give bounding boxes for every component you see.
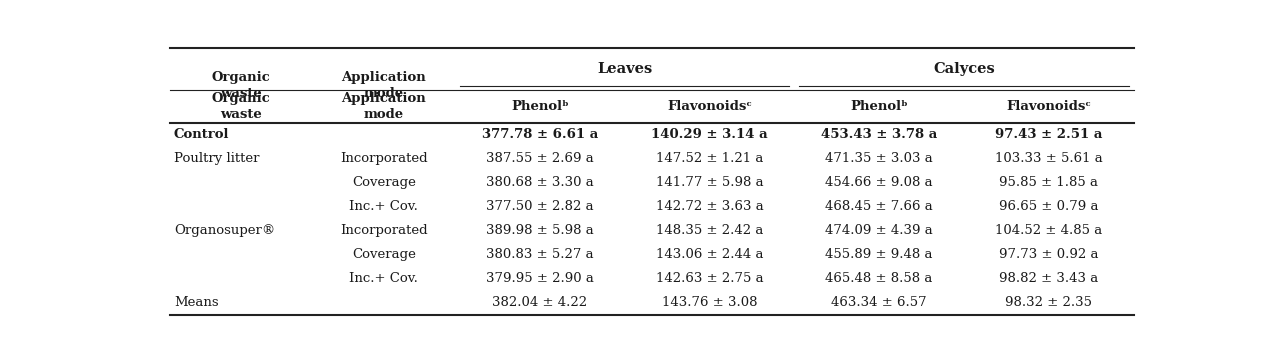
Text: 377.78 ± 6.61 a: 377.78 ± 6.61 a (482, 129, 598, 141)
Text: 103.33 ± 5.61 a: 103.33 ± 5.61 a (994, 152, 1103, 166)
Text: Inc.+ Cov.: Inc.+ Cov. (349, 272, 419, 286)
Text: Flavonoidsᶜ: Flavonoidsᶜ (667, 100, 753, 113)
Text: 380.83 ± 5.27 a: 380.83 ± 5.27 a (486, 248, 593, 261)
Text: 453.43 ± 3.78 a: 453.43 ± 3.78 a (821, 129, 937, 141)
Text: Organic
waste: Organic waste (211, 92, 271, 121)
Text: Incorporated: Incorporated (340, 152, 428, 166)
Text: 382.04 ± 4.22: 382.04 ± 4.22 (492, 296, 587, 310)
Text: 97.73 ± 0.92 a: 97.73 ± 0.92 a (999, 248, 1098, 261)
Text: 141.77 ± 5.98 a: 141.77 ± 5.98 a (655, 176, 763, 190)
Text: Coverage: Coverage (352, 176, 416, 190)
Text: 143.76 ± 3.08: 143.76 ± 3.08 (662, 296, 758, 310)
Text: 454.66 ± 9.08 a: 454.66 ± 9.08 a (825, 176, 934, 190)
Text: Organosuper®: Organosuper® (173, 225, 275, 237)
Text: Calyces: Calyces (934, 62, 994, 76)
Text: 98.32 ± 2.35: 98.32 ± 2.35 (1006, 296, 1092, 310)
Text: Inc.+ Cov.: Inc.+ Cov. (349, 201, 419, 213)
Text: 465.48 ± 8.58 a: 465.48 ± 8.58 a (826, 272, 932, 286)
Text: 140.29 ± 3.14 a: 140.29 ± 3.14 a (651, 129, 768, 141)
Text: 104.52 ± 4.85 a: 104.52 ± 4.85 a (996, 225, 1102, 237)
Text: 389.98 ± 5.98 a: 389.98 ± 5.98 a (486, 225, 593, 237)
Text: 142.63 ± 2.75 a: 142.63 ± 2.75 a (655, 272, 763, 286)
Text: 455.89 ± 9.48 a: 455.89 ± 9.48 a (826, 248, 932, 261)
Text: 387.55 ± 2.69 a: 387.55 ± 2.69 a (486, 152, 593, 166)
Text: 379.95 ± 2.90 a: 379.95 ± 2.90 a (486, 272, 593, 286)
Text: 377.50 ± 2.82 a: 377.50 ± 2.82 a (486, 201, 593, 213)
Text: Leaves: Leaves (597, 62, 653, 76)
Text: 95.85 ± 1.85 a: 95.85 ± 1.85 a (999, 176, 1098, 190)
Text: Flavonoidsᶜ: Flavonoidsᶜ (1006, 100, 1092, 113)
Text: Application
mode: Application mode (342, 71, 426, 100)
Text: Phenolᵇ: Phenolᵇ (850, 100, 908, 113)
Text: Application
mode: Application mode (342, 92, 426, 121)
Text: 468.45 ± 7.66 a: 468.45 ± 7.66 a (825, 201, 934, 213)
Text: 142.72 ± 3.63 a: 142.72 ± 3.63 a (655, 201, 764, 213)
Text: Control: Control (173, 129, 229, 141)
Text: 147.52 ± 1.21 a: 147.52 ± 1.21 a (655, 152, 763, 166)
Text: Coverage: Coverage (352, 248, 416, 261)
Text: 143.06 ± 2.44 a: 143.06 ± 2.44 a (655, 248, 763, 261)
Text: 471.35 ± 3.03 a: 471.35 ± 3.03 a (825, 152, 934, 166)
Text: 148.35 ± 2.42 a: 148.35 ± 2.42 a (655, 225, 763, 237)
Text: 474.09 ± 4.39 a: 474.09 ± 4.39 a (825, 225, 934, 237)
Text: 98.82 ± 3.43 a: 98.82 ± 3.43 a (999, 272, 1098, 286)
Text: Phenolᵇ: Phenolᵇ (511, 100, 569, 113)
Text: 463.34 ± 6.57: 463.34 ± 6.57 (831, 296, 927, 310)
Text: Poultry litter: Poultry litter (173, 152, 259, 166)
Text: 96.65 ± 0.79 a: 96.65 ± 0.79 a (999, 201, 1098, 213)
Text: Organic
waste: Organic waste (211, 71, 271, 100)
Text: Incorporated: Incorporated (340, 225, 428, 237)
Text: Means: Means (173, 296, 219, 310)
Text: 97.43 ± 2.51 a: 97.43 ± 2.51 a (996, 129, 1103, 141)
Text: 380.68 ± 3.30 a: 380.68 ± 3.30 a (486, 176, 593, 190)
